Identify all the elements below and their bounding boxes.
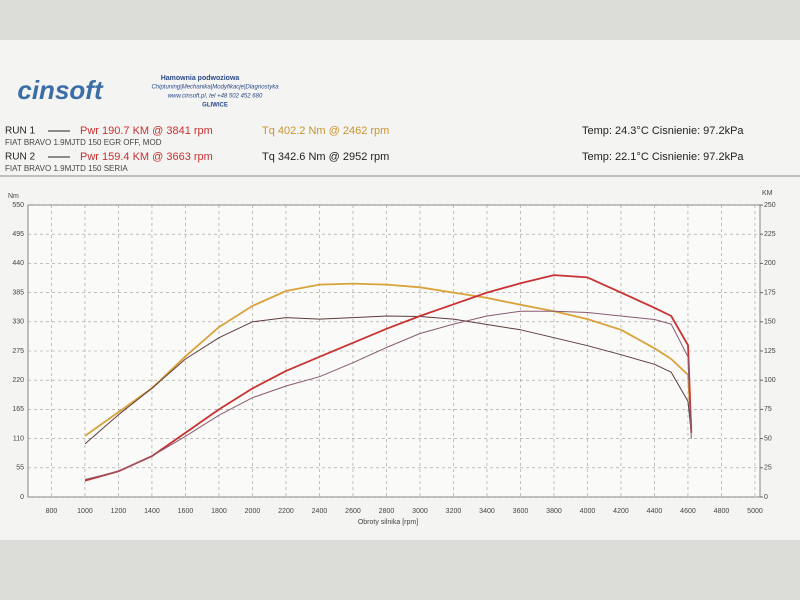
header-line: Hamownia podwoziowa [161, 75, 240, 82]
y2-tick-label: 75 [764, 406, 772, 413]
x-tick-label: 1600 [178, 508, 194, 515]
y2-axis-label: KM [762, 190, 773, 197]
x-tick-label: 1800 [211, 508, 227, 515]
y-tick-label: 275 [12, 348, 24, 355]
y-tick-label: 495 [12, 231, 24, 238]
y2-tick-label: 100 [764, 377, 776, 384]
series-line [84, 274, 693, 482]
y-tick-label: 385 [12, 289, 24, 296]
x-tick-label: 5000 [747, 508, 763, 515]
y-tick-label: 110 [13, 435, 24, 442]
y-tick-label: 55 [16, 465, 24, 472]
run-pwr: Pwr 159.4 KM @ 3663 rpm [80, 151, 213, 163]
run-cond: Temp: 22.1°C Cisnienie: 97.2kPa [582, 151, 744, 163]
x-tick-label: 4800 [714, 508, 730, 515]
y-tick-label: 0 [20, 494, 24, 501]
x-tick-label: 4000 [580, 508, 596, 515]
x-tick-label: 1400 [144, 508, 160, 515]
series-line [84, 282, 693, 437]
x-tick-label: 2000 [245, 508, 261, 515]
y-tick-label: 220 [12, 377, 24, 384]
x-tick-label: 2600 [345, 508, 361, 515]
y-tick-label: 165 [12, 406, 24, 413]
header-line: GLIWICE [202, 103, 228, 109]
y-tick-label: 440 [12, 260, 24, 267]
y2-tick-label: 250 [764, 202, 776, 209]
x-tick-label: 2800 [379, 508, 395, 515]
y-axis-label: Nm [8, 193, 19, 200]
y2-tick-label: 50 [764, 435, 772, 442]
y-tick-label: 330 [12, 319, 24, 326]
x-tick-label: 4600 [680, 508, 696, 515]
run-tq: Tq 402.2 Nm @ 2462 rpm [262, 125, 389, 137]
x-tick-label: 800 [46, 508, 58, 515]
series-line [84, 310, 692, 480]
run-tq: Tq 342.6 Nm @ 2952 rpm [262, 151, 389, 163]
run-car: FIAT BRAVO 1.9MJTD 150 SERIA [5, 164, 128, 173]
logo: cinsoft [17, 75, 104, 105]
y2-tick-label: 200 [764, 260, 776, 267]
x-tick-label: 2400 [312, 508, 328, 515]
y2-tick-label: 175 [764, 289, 776, 296]
header-line: Chiptuning|Mechanika|Modyfikacje|Diagnos… [151, 85, 279, 91]
x-tick-label: 3200 [446, 508, 462, 515]
x-tick-label: 1000 [77, 508, 93, 515]
x-axis-label: Obroty silnika [rpm] [358, 519, 418, 526]
y2-tick-label: 150 [764, 319, 776, 326]
x-tick-label: 4400 [647, 508, 663, 515]
y2-tick-label: 0 [764, 494, 768, 501]
y2-tick-label: 225 [764, 231, 776, 238]
y2-tick-label: 125 [764, 348, 776, 355]
x-tick-label: 1200 [111, 508, 127, 515]
x-tick-label: 3800 [546, 508, 562, 515]
run-cond: Temp: 24.3°C Cisnienie: 97.2kPa [582, 125, 744, 137]
x-tick-label: 4200 [613, 508, 629, 515]
x-tick-label: 3000 [412, 508, 428, 515]
x-tick-label: 3600 [513, 508, 529, 515]
run-pwr: Pwr 190.7 KM @ 3841 rpm [80, 125, 213, 137]
run-label: RUN 2 [5, 152, 35, 163]
x-tick-label: 2200 [278, 508, 294, 515]
header-line: www.cinsoft.pl, tel +48 502 452 680 [168, 94, 263, 100]
x-tick-label: 3400 [479, 508, 495, 515]
y-tick-label: 550 [12, 202, 24, 209]
run-label: RUN 1 [5, 126, 35, 137]
y2-tick-label: 25 [764, 465, 772, 472]
run-car: FIAT BRAVO 1.9MJTD 150 EGR OFF, MOD [5, 138, 162, 147]
